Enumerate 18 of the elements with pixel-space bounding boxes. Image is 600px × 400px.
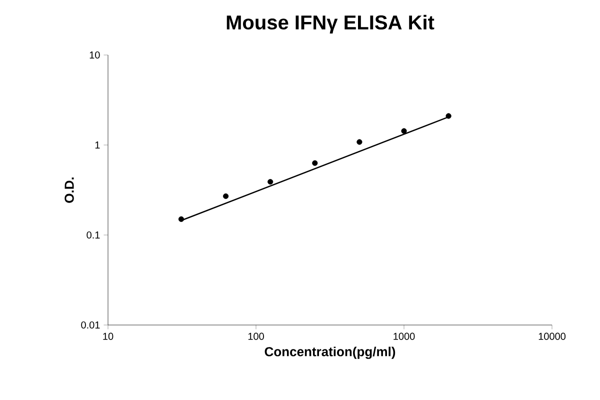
point: [401, 128, 407, 134]
point: [268, 179, 274, 185]
point: [446, 113, 452, 119]
point: [356, 139, 362, 145]
chart-title: Mouse IFNγ ELISA Kit: [226, 14, 434, 34]
x-tick-label: 10000: [538, 332, 566, 340]
y-tick-label: 1: [95, 142, 100, 148]
y-tick-label: 0.01: [81, 321, 100, 329]
x-axis-title: Concentration(pg/ml): [264, 346, 396, 359]
point: [312, 160, 318, 166]
y-axis-title: O.D.: [64, 178, 74, 203]
y-tick-label: 10: [90, 51, 100, 59]
x-tick-label: 1000: [394, 332, 415, 340]
x-tick-label: 100: [248, 332, 264, 340]
point: [222, 193, 229, 199]
x-tick-label: 10: [103, 332, 114, 340]
y-tick-label: 0.1: [86, 231, 100, 239]
point: [178, 216, 184, 222]
